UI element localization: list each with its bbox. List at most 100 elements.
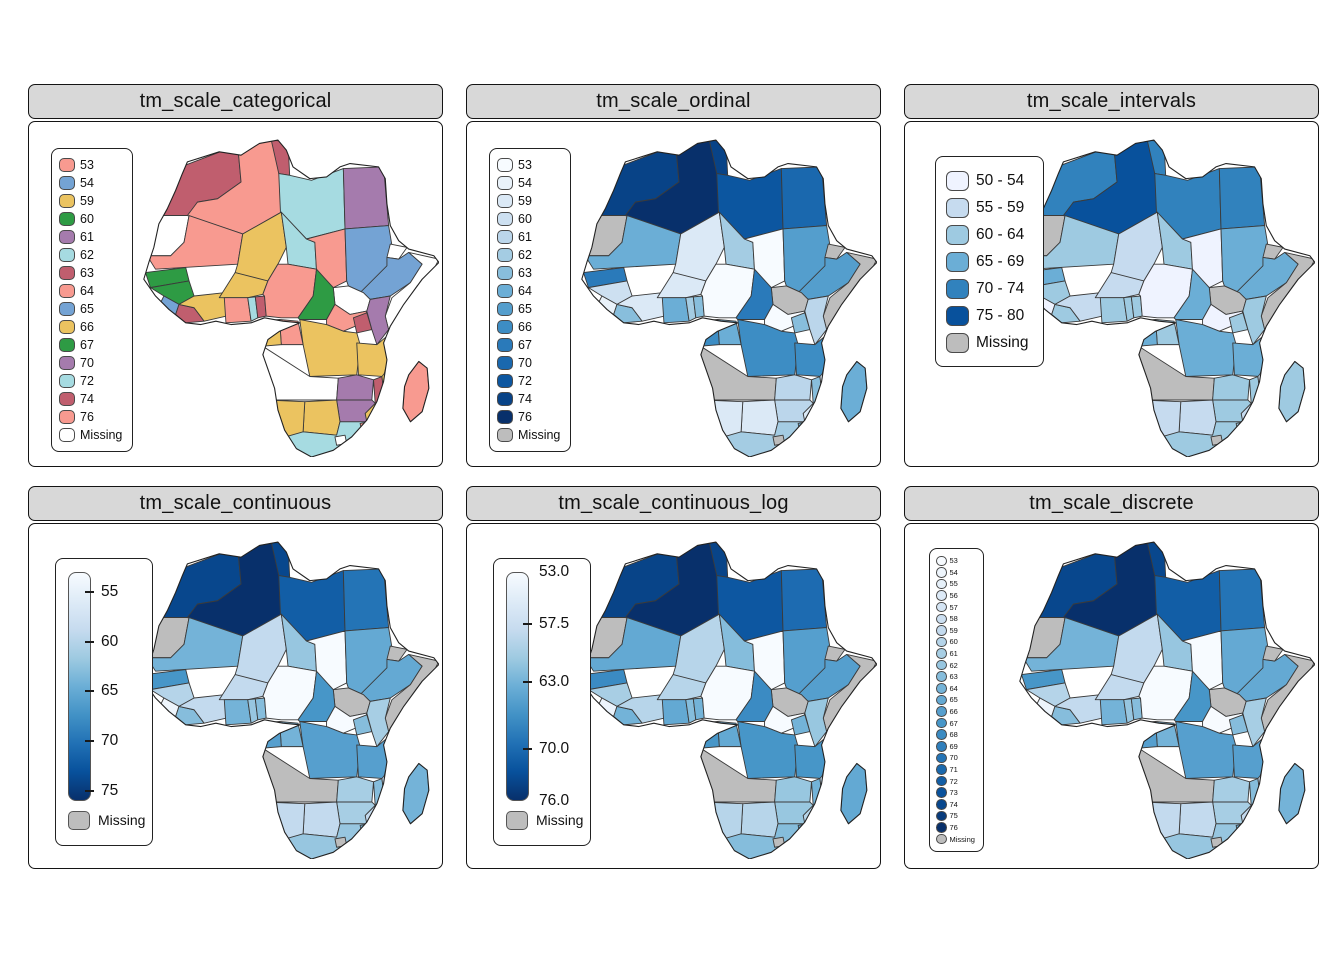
legend-label: 59 [949,625,958,635]
legend-swatch [946,278,969,299]
legend-swatch [497,355,513,371]
africa-coastline [143,139,439,457]
africa-map-continuous [143,541,439,859]
legend-label: 65 [949,695,958,705]
country-kenya [804,295,829,346]
legend-item: 54 [936,567,975,579]
missing-swatch [506,811,528,830]
legend-item: 67 [936,717,975,729]
africa-map-intervals [1019,139,1315,457]
legend-label: 63 [80,266,94,280]
legend-item: 65 [936,694,975,706]
legend-label: 53 [80,158,94,172]
panel-ordinal: tm_scale_ordinal 53 54 59 60 61 62 63 64 65 66 67 7… [466,84,881,467]
legend-label: 61 [80,230,94,244]
legend-swatch [936,799,947,810]
legend-item: Missing [936,833,975,845]
africa-map-categorical [143,139,439,457]
legend-item: 53 [59,156,122,174]
legend-swatch [946,251,969,272]
panel-title-continuous: tm_scale_continuous [28,486,443,521]
legend-label: 72 [80,374,94,388]
legend-label: 56 [949,591,958,601]
panel-title-ordinal: tm_scale_ordinal [466,84,881,119]
legend-label: 75 - 80 [976,306,1025,324]
legend-swatch [59,301,75,317]
legend-label: 55 - 59 [976,198,1025,216]
legend-swatch [59,157,75,173]
tick-mark [523,622,532,625]
country-lesotho [334,434,348,446]
legend-label: 61 [518,230,532,244]
legend-item: 60 - 64 [946,221,1029,248]
legend-label: 76 [518,410,532,424]
legend-swatch [497,301,513,317]
legend-item: 65 [59,300,122,318]
legend-label: 66 [518,320,532,334]
country-ghana [1099,699,1128,726]
legend-label: 60 - 64 [976,225,1025,243]
legend-label: 66 [949,707,958,717]
country-mauritania [584,215,682,270]
tick-mark [85,790,94,793]
legend-label: 53 [518,158,532,172]
tick-mark [523,680,532,683]
legend-label: 60 [949,637,958,647]
legend-item: 57 [936,601,975,613]
madagascar-outline [840,762,868,825]
legend-item: 75 [936,810,975,822]
panel-title-discrete: tm_scale_discrete [904,486,1319,521]
tick-label: 63.0 [539,672,570,690]
africa-coastline [1019,541,1315,859]
legend-swatch [936,648,947,659]
legend-swatch [497,157,513,173]
legend-swatch [946,170,969,191]
panel-body-discrete: 53 54 55 56 57 58 59 60 61 62 63 64 65 66 67 68 69 70 71 72… [904,523,1319,869]
legend-categorical: 53 54 59 60 61 62 63 64 65 66 67 70 72 74 76 Missing [51,148,134,452]
legend-item: 63 [936,671,975,683]
country-egypt [1218,568,1266,632]
legend-item: 72 [59,372,122,390]
legend-item: 72 [936,775,975,787]
country-lesotho [334,836,348,848]
madagascar-outline [1278,360,1306,423]
africa-coastline [581,139,877,457]
legend-item: 63 [59,264,122,282]
panel-body-continuous-log: 53.0 57.5 63.0 70.0 76.0 Missing [466,523,881,869]
legend-swatch [497,229,513,245]
legend-swatch [936,671,947,682]
legend-item: 65 - 69 [946,248,1029,275]
legend-swatch [59,391,75,407]
legend-swatch [936,694,947,706]
legend-swatch [497,175,513,191]
legend-item: 64 [497,282,560,300]
legend-swatch [936,613,947,625]
gradient-bar [68,572,91,801]
legend-label: 67 [949,718,958,728]
legend-label: 54 [949,567,958,577]
panel-title-categorical: tm_scale_categorical [28,84,443,119]
legend-ordinal: 53 54 59 60 61 62 63 64 65 66 67 70 72 74 76 Missing [489,148,572,452]
country-kenya [1242,295,1267,346]
legend-swatch [59,283,75,299]
legend-swatch [936,683,947,694]
legend-item: 62 [497,246,560,264]
legend-swatch [936,764,947,775]
legend-label: 62 [949,660,958,670]
legend-swatch [497,373,513,389]
legend-swatch [59,355,75,371]
legend-label: 75 [949,811,958,821]
madagascar-outline [402,360,430,423]
panel-body-intervals: 50 - 54 55 - 59 60 - 64 65 - 69 70 - 74 75 - … [904,121,1319,467]
legend-swatch [497,211,513,227]
legend-swatch [936,567,947,578]
legend-swatch [59,193,75,209]
legend-label: 74 [80,392,94,406]
legend-label: 62 [518,248,532,262]
legend-label: Missing [518,428,561,442]
tick-label: 76.0 [539,792,570,809]
legend-label: 67 [518,338,532,352]
africa-coastline [1019,139,1315,457]
legend-swatch [936,625,947,636]
country-egypt [342,166,390,230]
